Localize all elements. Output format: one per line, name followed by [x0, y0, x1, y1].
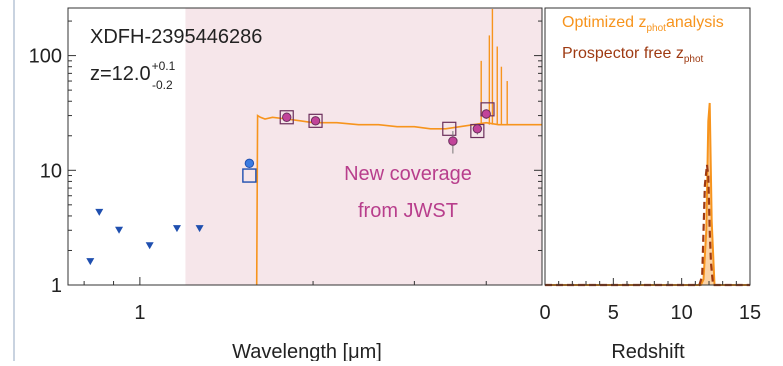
jwst-detection-marker	[448, 136, 458, 146]
redshift-upper-error: +0.1	[152, 59, 176, 73]
legend-optimized: Optimized zphotanalysis	[562, 14, 724, 34]
redshift-axes: 0 5 10 15	[539, 7, 761, 324]
jwst-coverage-region	[185, 8, 543, 285]
redshift-lower-error: -0.2	[152, 78, 173, 92]
legend-prospector-sub: phot	[684, 54, 704, 65]
upper-limit-marker	[145, 242, 154, 250]
pz-optimized-fill	[545, 103, 750, 285]
upper-limit-marker	[86, 258, 95, 266]
redshift-tick-label: 0	[539, 302, 550, 324]
pz-curves-layer	[545, 102, 750, 287]
upper-limit-marker	[115, 226, 124, 234]
y-tick-label: 10	[40, 160, 62, 182]
legend-optimized-main: Optimized z	[562, 14, 646, 31]
redshift-tick-label: 10	[671, 302, 693, 324]
sed-axes: 1 10 100 1	[29, 7, 543, 324]
upper-limit-marker	[195, 225, 204, 233]
redshift-value: z=12.0	[90, 63, 151, 85]
jwst-detection-marker	[472, 124, 483, 134]
redshift-tick-label: 5	[608, 302, 619, 324]
coverage-label-line2: from JWST	[358, 200, 458, 222]
legend-prospector-main: Prospector free z	[562, 45, 684, 62]
legend-prospector: Prospector free zphot	[562, 45, 704, 65]
pz-optimized-line	[545, 102, 750, 286]
object-id: XDFH-2395446286	[90, 26, 262, 48]
photometry-layer	[86, 102, 495, 266]
jwst-detection-marker	[310, 116, 321, 126]
jwst-model-box	[279, 110, 294, 125]
wavelength-axis-label: Wavelength [μm]	[232, 341, 382, 361]
jwst-detection-marker	[481, 109, 491, 119]
redshift-plot-frame	[544, 7, 751, 286]
sed-panel: 1 10 100 1 XDFH-2395446286 z=12.0+0.1 -0.2 N…	[29, 7, 543, 363]
x-tick-label: 1	[134, 302, 145, 324]
jwst-detection-marker	[282, 112, 292, 122]
pz-prospector-line	[545, 164, 750, 287]
upper-limit-marker	[172, 225, 181, 233]
y-tick-label: 1	[51, 275, 62, 297]
coverage-label-line1: New coverage	[344, 163, 472, 185]
hst-model-box	[242, 168, 257, 183]
hst-detection-marker	[244, 158, 255, 169]
jwst-model-box	[308, 113, 323, 128]
legend-optimized-sub: phot	[646, 23, 666, 34]
sed-plot-frame	[67, 7, 543, 286]
y-tick-label: 100	[29, 46, 62, 68]
redshift-axis-label: Redshift	[611, 341, 685, 361]
sed-model-line	[255, 114, 542, 286]
redshift-tick-label: 15	[739, 302, 761, 324]
jwst-model-box	[442, 121, 457, 136]
redshift-label: z=12.0+0.1 -0.2	[90, 59, 176, 92]
upper-limit-marker	[95, 208, 104, 216]
redshift-panel: 0 5 10 15 Optimized zphotanalysis Prospecto…	[539, 7, 761, 363]
legend-optimized-rest: analysis	[666, 14, 724, 31]
